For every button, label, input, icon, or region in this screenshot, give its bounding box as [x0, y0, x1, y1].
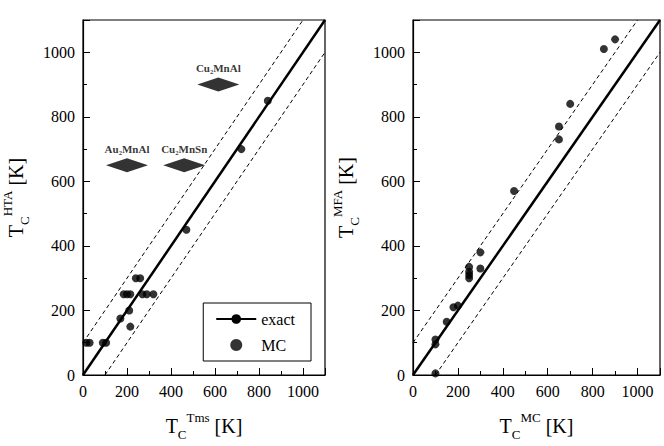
svg-text:MC: MC — [520, 410, 540, 425]
svg-text:T: T — [5, 225, 27, 237]
svg-text:MFA: MFA — [330, 189, 345, 217]
svg-text:400: 400 — [491, 383, 515, 400]
svg-text:C: C — [178, 427, 187, 442]
svg-text:0: 0 — [409, 383, 417, 400]
svg-text:[K]: [K] — [210, 415, 243, 437]
svg-text:MC: MC — [261, 337, 286, 354]
svg-text:[K]: [K] — [335, 157, 357, 190]
svg-text:800: 800 — [381, 108, 405, 125]
svg-text:0: 0 — [397, 367, 405, 384]
svg-text:0: 0 — [79, 383, 87, 400]
svg-text:Cu₂MnSn: Cu₂MnSn — [161, 143, 207, 155]
svg-text:600: 600 — [381, 173, 405, 190]
svg-text:Au₂MnAl: Au₂MnAl — [105, 143, 150, 155]
svg-text:Tms: Tms — [186, 410, 209, 425]
svg-text:0: 0 — [67, 367, 75, 384]
svg-text:HTA: HTA — [0, 190, 15, 216]
svg-text:1000: 1000 — [622, 383, 654, 400]
svg-text:C: C — [347, 217, 362, 226]
svg-text:200: 200 — [115, 383, 139, 400]
svg-text:T: T — [335, 226, 357, 238]
svg-text:T: T — [500, 415, 512, 437]
svg-text:400: 400 — [159, 383, 183, 400]
svg-text:exact: exact — [261, 311, 295, 328]
svg-text:200: 200 — [446, 383, 470, 400]
svg-text:800: 800 — [51, 108, 75, 125]
svg-text:400: 400 — [51, 237, 75, 254]
svg-text:600: 600 — [536, 383, 560, 400]
svg-text:[K]: [K] — [5, 158, 27, 191]
svg-text:800: 800 — [581, 383, 605, 400]
svg-text:T: T — [166, 415, 178, 437]
svg-text:1000: 1000 — [287, 383, 319, 400]
svg-text:C: C — [512, 427, 521, 442]
svg-text:C: C — [17, 216, 32, 225]
svg-text:[K]: [K] — [541, 415, 574, 437]
svg-text:600: 600 — [51, 173, 75, 190]
svg-text:1000: 1000 — [373, 44, 405, 61]
svg-text:200: 200 — [381, 302, 405, 319]
svg-text:200: 200 — [51, 302, 75, 319]
svg-text:Cu₂MnAl: Cu₂MnAl — [196, 62, 241, 74]
svg-text:800: 800 — [247, 383, 271, 400]
svg-text:1000: 1000 — [43, 44, 75, 61]
svg-text:400: 400 — [381, 237, 405, 254]
svg-text:600: 600 — [203, 383, 227, 400]
